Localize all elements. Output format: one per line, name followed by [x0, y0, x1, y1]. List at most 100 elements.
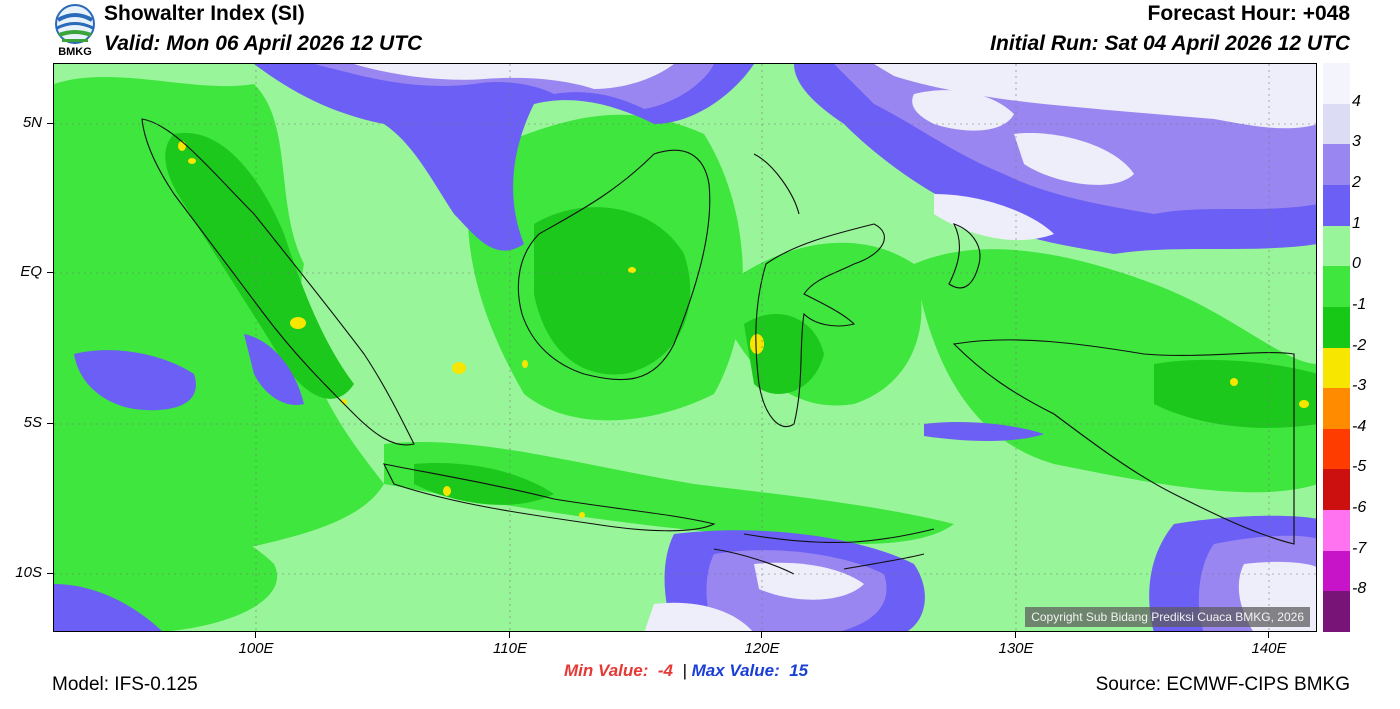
showalter-index-map: Copyright Sub Bidang Prediksi Cuaca BMKG… [53, 63, 1317, 632]
java-coast [383, 463, 716, 532]
field-dark-green [744, 314, 824, 394]
legend-swatch [1323, 550, 1350, 592]
lon-label-130e: 130E [998, 640, 1034, 657]
legend-label: -3 [1352, 377, 1367, 395]
field-blue-violet [74, 350, 196, 411]
legend-swatch [1323, 103, 1350, 145]
lat-label-10s: 10S [15, 564, 42, 581]
field-pale-violet [912, 90, 1014, 131]
lat-tick [47, 123, 53, 124]
field-dark-green [165, 132, 354, 399]
legend-label: -8 [1352, 580, 1367, 598]
sulawesi-coast [755, 223, 885, 427]
legend-label: 2 [1352, 173, 1361, 191]
legend-label: 4 [1352, 92, 1361, 110]
model-label: Model: IFS-0.125 [52, 674, 198, 695]
legend-swatch [1323, 428, 1350, 470]
legend-label: -1 [1352, 295, 1367, 313]
field-yellow-spot [188, 158, 196, 164]
lat-label-5s: 5S [23, 414, 42, 431]
legend-swatch [1323, 266, 1350, 308]
legend-label: -5 [1352, 458, 1367, 476]
legend-label: 0 [1352, 255, 1361, 273]
copyright-notice: Copyright Sub Bidang Prediksi Cuaca BMKG… [1025, 607, 1310, 627]
source-label: Source: ECMWF-CIPS BMKG [1095, 674, 1350, 695]
legend-swatch [1323, 347, 1350, 389]
field-pale-violet [754, 562, 864, 600]
lat-tick [47, 573, 53, 574]
legend-swatch [1323, 225, 1350, 267]
field-yellow-spot [452, 362, 466, 374]
field-yellow-spot [750, 334, 764, 354]
field-dark-green [534, 207, 691, 375]
initial-run: Initial Run: Sat 04 April 2026 12 UTC [990, 32, 1350, 55]
field-yellow-spot [522, 360, 528, 368]
legend-swatch [1323, 591, 1350, 633]
legend-label: 3 [1352, 133, 1361, 151]
field-blue-violet [924, 422, 1044, 441]
lat-label-eq: EQ [20, 263, 42, 280]
legend-label: 1 [1352, 214, 1361, 232]
legend-swatch [1323, 144, 1350, 186]
field-mid-green [384, 442, 954, 544]
lon-label-110e: 110E [493, 640, 527, 657]
min-value: Min Value: -4 [564, 661, 673, 680]
field-yellow-spot [628, 267, 636, 273]
field-dark-green [1154, 359, 1316, 428]
legend-swatch [1323, 510, 1350, 552]
field-yellow-spot [443, 486, 451, 496]
halmahera-coast [948, 223, 981, 289]
chart-title: Showalter Index (SI) [104, 2, 305, 25]
field-pale-violet [1014, 133, 1134, 185]
lon-label-120e: 120E [744, 640, 780, 657]
field-yellow-spot [579, 512, 585, 518]
lon-tick [509, 632, 510, 638]
color-legend [1323, 63, 1350, 633]
field-blue-violet [244, 334, 304, 405]
graticule [54, 64, 1316, 631]
legend-label: -4 [1352, 417, 1367, 435]
lon-tick [255, 632, 256, 638]
new-guinea-coast [952, 339, 1295, 545]
lat-label-5n: 5N [22, 114, 42, 131]
legend-label: -6 [1352, 499, 1367, 517]
legend-swatch [1323, 306, 1350, 348]
field-yellow-spot [1299, 400, 1309, 408]
lat-tick [47, 423, 53, 424]
lon-label-100e: 100E [238, 640, 274, 657]
sumatra-coast [141, 118, 415, 446]
legend-swatch [1323, 469, 1350, 511]
value-separator: | [682, 661, 687, 680]
coastlines [141, 118, 1295, 575]
lon-tick [1268, 632, 1269, 638]
forecast-hour: Forecast Hour: +048 [1147, 2, 1351, 25]
field-pale-violet [874, 64, 1316, 129]
legend-label: -7 [1352, 539, 1367, 557]
field-blue-violet [254, 64, 754, 251]
field-yellow-spot [178, 141, 186, 151]
legend-swatch [1323, 388, 1350, 430]
min-max-values: Min Value: -4 | Max Value: 15 [564, 661, 808, 681]
sumba-coast [713, 548, 795, 575]
lon-tick [1015, 632, 1016, 638]
field-yellow-spot [290, 317, 306, 329]
map-field [54, 64, 1316, 631]
field-pale-violet [354, 64, 674, 89]
field-pale-violet [644, 602, 753, 631]
borneo-coast [517, 149, 711, 381]
lat-tick [47, 272, 53, 273]
sabah-coast [753, 153, 800, 215]
field-yellow-spot [1230, 378, 1238, 386]
bmkg-logo: BMKG [52, 2, 98, 60]
nusa-tenggara-coast [743, 528, 935, 543]
timor-coast [843, 553, 925, 570]
field-mid-green [54, 76, 384, 631]
logo-text: BMKG [58, 46, 92, 58]
max-value: Max Value: 15 [691, 661, 809, 680]
lon-tick [761, 632, 762, 638]
legend-swatch [1323, 63, 1350, 104]
field-yellow-spot [341, 399, 347, 405]
legend-swatch [1323, 184, 1350, 226]
valid-time: Valid: Mon 06 April 2026 12 UTC [104, 32, 423, 55]
legend-label: -2 [1352, 336, 1367, 354]
